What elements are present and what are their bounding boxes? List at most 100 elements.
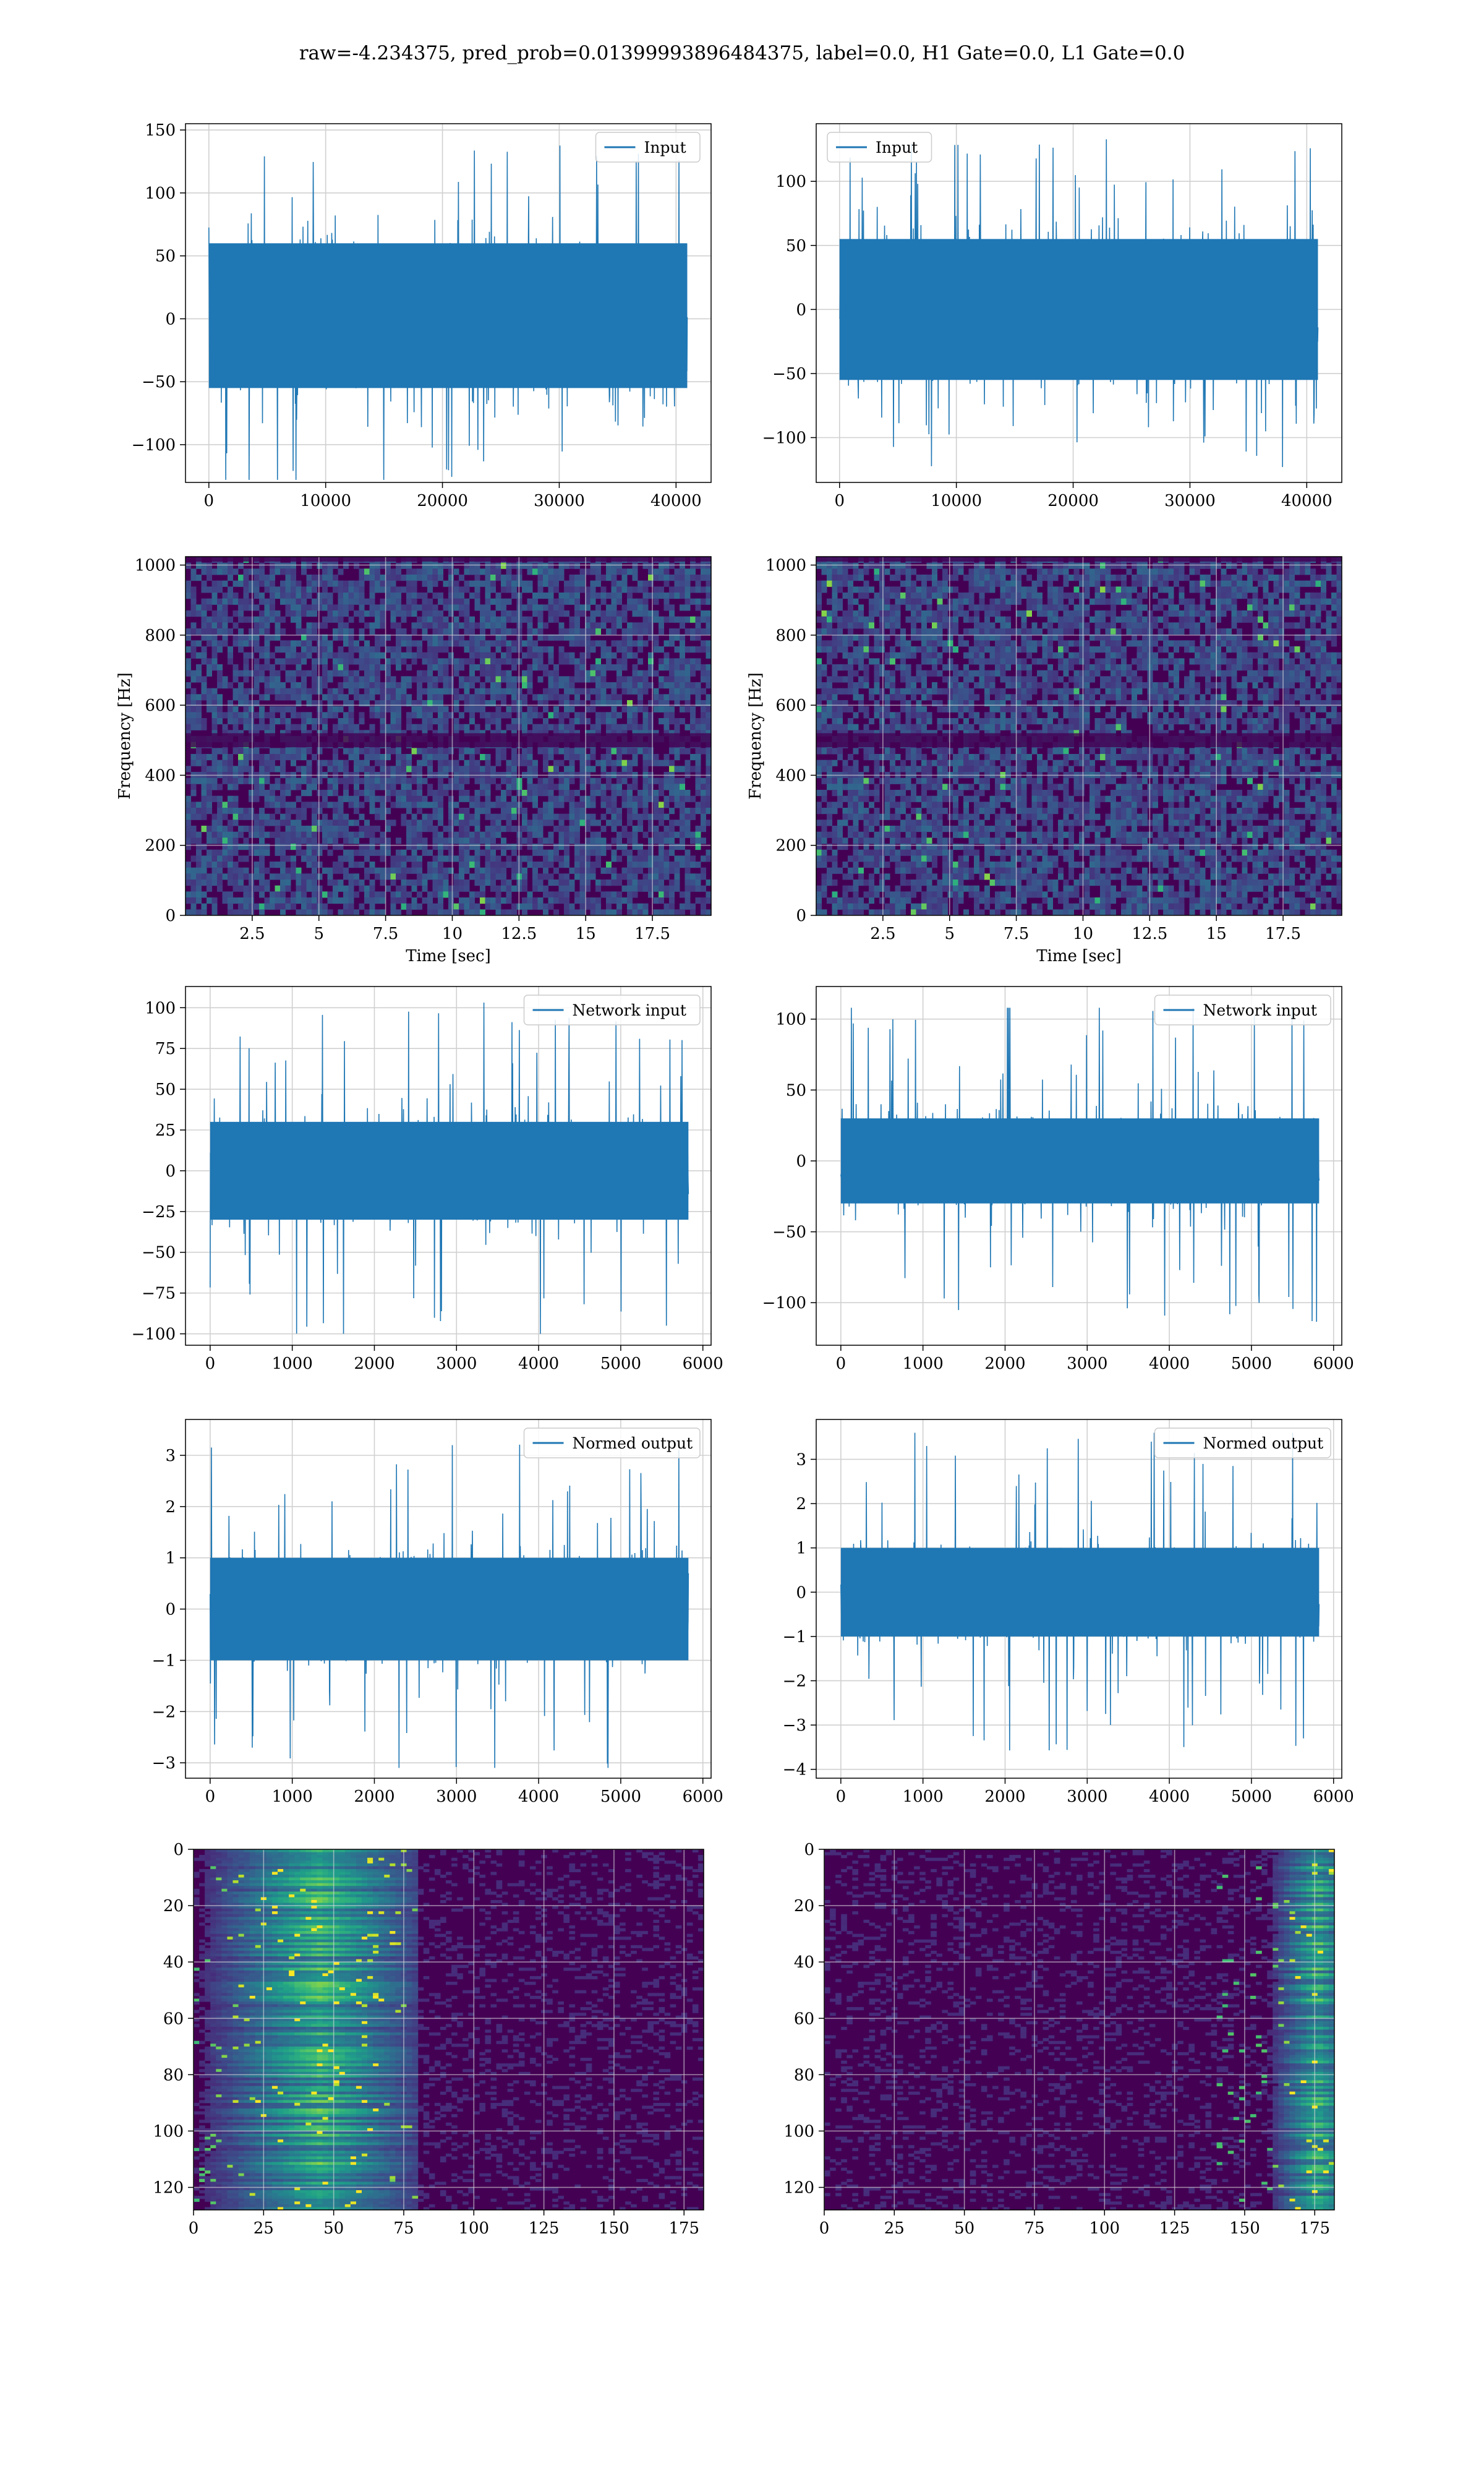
heatmap-cell <box>663 712 670 719</box>
heatmap-cell <box>369 622 375 629</box>
heatmap-cell <box>453 664 459 671</box>
heatmap-cell <box>600 575 607 581</box>
heatmap-cell <box>1115 593 1122 599</box>
heatmap-cell <box>648 777 654 784</box>
heatmap-cell <box>270 897 275 904</box>
heatmap-cell <box>606 593 612 599</box>
heatmap-cell <box>863 586 869 593</box>
heatmap-cell <box>238 808 244 815</box>
heatmap-cell <box>1073 562 1080 569</box>
heatmap-cell <box>401 700 407 707</box>
heatmap-cell <box>1132 598 1137 605</box>
heatmap-cell <box>380 712 386 719</box>
heatmap-cell <box>406 784 412 790</box>
heatmap-cell <box>569 754 575 761</box>
heatmap-cell <box>469 562 475 569</box>
heatmap-cell <box>684 826 691 833</box>
heatmap-cell <box>611 640 617 647</box>
heatmap-cell <box>653 777 659 784</box>
heatmap-cell <box>522 712 527 719</box>
heatmap-cell <box>285 593 291 599</box>
heatmap-cell <box>501 640 506 647</box>
spec-l1-svg: 2.5 5 7.5 10 12.5 15 17.502004006008001000Time… <box>746 556 1342 965</box>
heatmap-cell <box>427 718 433 725</box>
heatmap-cell <box>564 628 569 635</box>
heatmap-cell <box>1284 598 1290 605</box>
heatmap-cell <box>1305 593 1311 599</box>
heatmap-cell <box>296 670 302 677</box>
heatmap-cell <box>585 777 591 784</box>
heatmap-cell <box>438 867 443 874</box>
heatmap-cell <box>911 598 916 605</box>
heatmap-cell <box>390 622 396 629</box>
heatmap-cell <box>663 885 670 892</box>
heatmap-cell <box>438 568 443 575</box>
heatmap-cell <box>1068 575 1074 581</box>
heatmap-cell <box>632 777 638 784</box>
heatmap-cell <box>448 604 454 611</box>
heatmap-cell <box>916 575 922 581</box>
heatmap-cell <box>264 640 270 647</box>
heatmap-cell <box>680 575 685 581</box>
heatmap-cell <box>259 712 265 719</box>
heatmap-cell <box>211 706 218 713</box>
heatmap-cell <box>186 867 191 874</box>
heatmap-cell <box>469 670 475 677</box>
heatmap-cell <box>947 586 953 593</box>
heatmap-cell <box>627 891 633 898</box>
heatmap-cell <box>312 813 317 820</box>
heatmap-cell <box>317 562 323 569</box>
heatmap-cell <box>285 730 291 737</box>
heatmap-cell <box>238 867 244 874</box>
heatmap-cell <box>579 813 586 820</box>
heatmap-cell <box>338 897 344 904</box>
heatmap-cell <box>543 700 548 707</box>
heatmap-cell <box>879 562 885 569</box>
heatmap-cell <box>354 646 359 653</box>
heatmap-cell <box>322 826 328 833</box>
heatmap-cell <box>228 849 233 856</box>
heatmap-cell <box>648 880 654 886</box>
heatmap-cell <box>974 586 979 593</box>
heatmap-cell <box>375 670 380 677</box>
heatmap-cell <box>648 760 654 766</box>
heatmap-cell <box>385 795 391 802</box>
heatmap-cell <box>380 777 386 784</box>
heatmap-cell <box>600 813 607 820</box>
heatmap-cell <box>338 855 344 862</box>
heatmap-cell <box>438 754 443 761</box>
heatmap-cell <box>432 610 438 617</box>
heatmap-cell <box>338 909 344 915</box>
heatmap-cell <box>511 844 517 850</box>
heatmap-cell <box>390 586 396 593</box>
heatmap-cell <box>485 903 491 910</box>
heatmap-cell <box>201 880 207 886</box>
heatmap-cell <box>396 873 401 880</box>
heatmap-cell <box>569 909 575 915</box>
heatmap-cell <box>417 646 422 653</box>
heatmap-cell <box>490 628 496 635</box>
heatmap-cell <box>648 826 654 833</box>
heatmap-cell <box>564 676 569 683</box>
heatmap-cell <box>674 700 680 707</box>
heatmap-cell <box>663 855 670 862</box>
heatmap-cell <box>522 724 527 730</box>
heatmap-cell <box>396 777 401 784</box>
heatmap-cell <box>527 766 533 773</box>
heatmap-cell <box>506 575 512 581</box>
heatmap-cell <box>932 562 937 569</box>
heatmap-cell <box>343 610 349 617</box>
heatmap-cell <box>306 640 312 647</box>
heatmap-cell <box>485 598 491 605</box>
heatmap-cell <box>207 885 212 892</box>
heatmap-cell <box>327 849 333 856</box>
heatmap-cell <box>611 622 617 629</box>
heatmap-cell <box>706 640 711 647</box>
heatmap-cell <box>638 604 643 611</box>
heatmap-cell <box>706 610 711 617</box>
heatmap-cell <box>264 658 270 665</box>
heatmap-cell <box>511 826 517 833</box>
heatmap-cell <box>506 862 512 868</box>
heatmap-cell <box>243 652 249 659</box>
heatmap-cell <box>301 891 307 898</box>
